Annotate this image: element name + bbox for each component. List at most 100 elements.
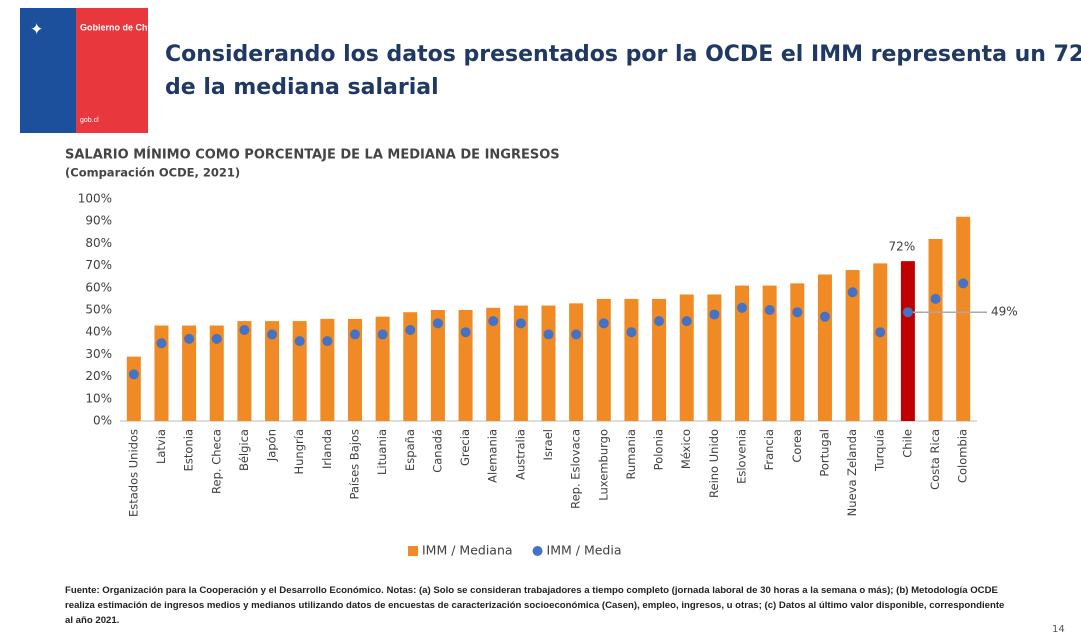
x-tick-label: Turquía bbox=[873, 429, 887, 472]
x-tick-label: Eslovenia bbox=[735, 429, 749, 484]
footnote: Fuente: Organización para la Cooperación… bbox=[65, 585, 1005, 626]
dot bbox=[156, 338, 167, 349]
x-tick-label: Japón bbox=[265, 429, 279, 462]
dot bbox=[349, 329, 360, 340]
dot bbox=[764, 305, 775, 315]
legend-swatch bbox=[408, 546, 418, 556]
y-tick-label: 100% bbox=[78, 192, 112, 206]
dot bbox=[930, 293, 941, 304]
annotation: 72% bbox=[889, 240, 916, 254]
x-tick-label: Estados Unidos bbox=[126, 429, 140, 517]
bar bbox=[458, 310, 473, 421]
dot bbox=[432, 318, 443, 329]
chart-subtitle: (Comparación OCDE, 2021) bbox=[65, 166, 240, 180]
bar bbox=[126, 356, 141, 421]
logo-blue bbox=[20, 8, 76, 133]
dot bbox=[847, 287, 858, 298]
dot bbox=[737, 302, 748, 313]
dot bbox=[460, 327, 471, 338]
legend-label: IMM / Mediana bbox=[422, 543, 513, 558]
x-tick-label: Rep. Checa bbox=[209, 429, 223, 494]
x-tick-label: Corea bbox=[790, 429, 804, 463]
dot bbox=[681, 316, 692, 327]
bar bbox=[928, 238, 943, 421]
bar bbox=[845, 270, 860, 421]
x-tick-label: Francia bbox=[762, 429, 776, 470]
x-tick-label: Luxemburgo bbox=[596, 429, 610, 501]
bar bbox=[486, 307, 501, 421]
annotation: 49% bbox=[991, 305, 1018, 319]
legend-swatch bbox=[532, 546, 543, 556]
x-tick-label: Portugal bbox=[817, 429, 831, 477]
bar bbox=[762, 285, 777, 421]
y-tick-label: 70% bbox=[85, 258, 112, 272]
bar bbox=[513, 305, 528, 421]
x-tick-label: México bbox=[679, 429, 693, 469]
dot bbox=[598, 318, 609, 329]
dot bbox=[488, 316, 499, 327]
bar bbox=[154, 325, 169, 421]
dot bbox=[875, 327, 886, 338]
dot bbox=[211, 333, 222, 344]
dot bbox=[792, 307, 803, 318]
page-number: 14 bbox=[1052, 624, 1065, 635]
dot bbox=[626, 327, 637, 338]
logo-site: gob.cl bbox=[80, 117, 99, 124]
bar bbox=[652, 298, 667, 421]
dot bbox=[377, 329, 388, 340]
y-tick-label: 60% bbox=[85, 280, 112, 294]
y-tick-label: 30% bbox=[85, 347, 112, 361]
x-tick-label: Reino Unido bbox=[707, 429, 721, 498]
x-tick-label: Irlanda bbox=[320, 429, 334, 469]
logo-emblem: ✦ bbox=[30, 20, 43, 39]
dot bbox=[405, 324, 416, 335]
dot bbox=[709, 309, 720, 320]
dot bbox=[902, 307, 913, 318]
bar bbox=[707, 294, 722, 421]
bar bbox=[265, 321, 280, 421]
dot bbox=[128, 369, 139, 380]
logo-red bbox=[76, 8, 148, 133]
dot bbox=[184, 333, 195, 344]
bar bbox=[347, 318, 362, 421]
dot bbox=[571, 329, 582, 340]
dot bbox=[958, 278, 969, 289]
chart-title: SALARIO MÍNIMO COMO PORCENTAJE DE LA MED… bbox=[65, 147, 560, 163]
x-tick-label: Australia bbox=[513, 429, 527, 480]
bar bbox=[182, 325, 197, 421]
dot bbox=[294, 336, 305, 347]
bar bbox=[956, 216, 971, 421]
x-tick-label: Nueva Zelanda bbox=[845, 429, 859, 516]
x-tick-label: Latvia bbox=[154, 429, 168, 464]
bar bbox=[735, 285, 750, 421]
bar bbox=[320, 318, 335, 421]
dot bbox=[322, 336, 333, 347]
bar bbox=[403, 312, 418, 421]
dot bbox=[819, 311, 830, 322]
bar bbox=[596, 298, 611, 421]
x-tick-label: Rep. Eslovaca bbox=[569, 429, 583, 509]
bar bbox=[679, 294, 694, 421]
y-tick-label: 50% bbox=[85, 303, 112, 317]
y-tick-label: 80% bbox=[85, 236, 112, 250]
y-tick-label: 20% bbox=[85, 369, 112, 383]
x-tick-label: Hungría bbox=[292, 429, 306, 475]
bar bbox=[430, 310, 445, 421]
bar bbox=[292, 321, 307, 421]
bar bbox=[817, 274, 832, 421]
x-tick-label: Bélgica bbox=[237, 429, 251, 471]
x-tick-label: Costa Rica bbox=[928, 429, 942, 490]
logo-name: Gobierno de Chile bbox=[80, 22, 158, 32]
dot bbox=[654, 316, 665, 327]
bar bbox=[541, 305, 556, 421]
legend-label: IMM / Media bbox=[547, 543, 622, 558]
dot bbox=[239, 324, 250, 335]
dot bbox=[515, 318, 526, 329]
x-tick-label: Israel bbox=[541, 429, 555, 460]
x-tick-label: Países Bajos bbox=[347, 429, 361, 500]
slide-title: Considerando los datos presentados por l… bbox=[165, 42, 1081, 67]
bar bbox=[790, 283, 805, 421]
bar bbox=[375, 316, 390, 421]
